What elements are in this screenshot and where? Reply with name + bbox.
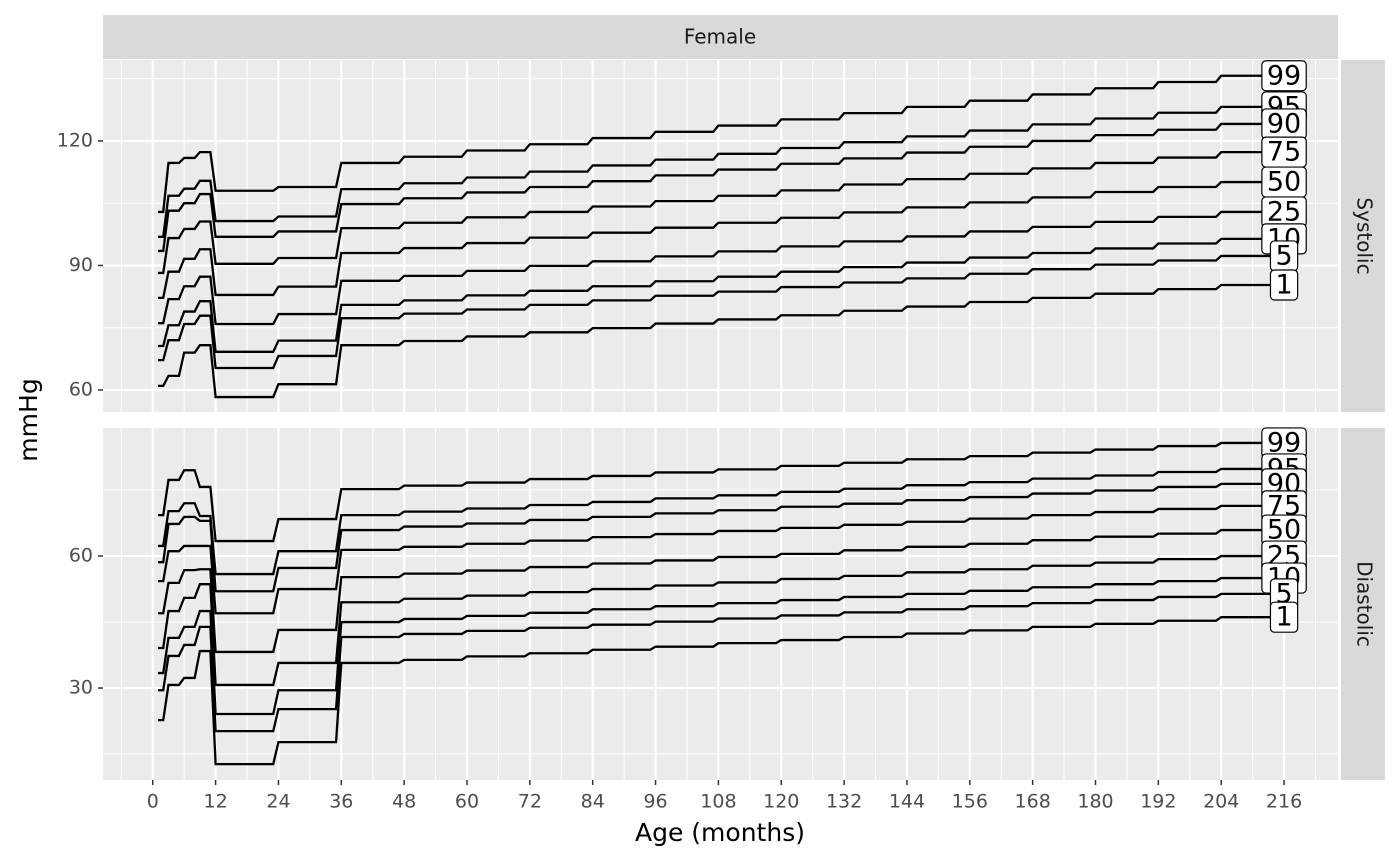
x-tick-label: 204 — [1203, 791, 1239, 813]
panel-background — [103, 60, 1338, 412]
x-axis-title: Age (months) — [635, 818, 805, 847]
x-tick-label: 12 — [204, 791, 228, 813]
x-tick-label: 72 — [518, 791, 542, 813]
x-tick-label: 132 — [826, 791, 862, 813]
series-line — [157, 210, 1285, 326]
series-label: 90 — [1261, 108, 1307, 140]
series-line — [157, 74, 1285, 214]
y-tick-label: 120 — [57, 129, 93, 151]
label-box — [1269, 601, 1299, 633]
x-tick-label: 108 — [700, 791, 736, 813]
series-label-text: 50 — [1267, 167, 1301, 198]
series-line — [157, 237, 1285, 353]
x-tick-label: 84 — [581, 791, 605, 813]
series-line — [157, 482, 1285, 593]
series-label-text: 5 — [1275, 240, 1292, 271]
series-label-text: 50 — [1267, 515, 1301, 546]
series-line — [157, 576, 1285, 716]
label-box — [1261, 60, 1307, 92]
series-label: 50 — [1261, 166, 1307, 198]
series-label: 99 — [1261, 427, 1307, 459]
series-line — [157, 441, 1285, 543]
strip-label: Systolic — [1353, 197, 1377, 274]
x-tick-label: 168 — [1015, 791, 1051, 813]
series-line — [157, 467, 1285, 576]
x-tick-label: 144 — [889, 791, 925, 813]
series-label: 99 — [1261, 60, 1307, 92]
series-label: 1 — [1269, 269, 1299, 301]
x-tick-label: 24 — [266, 791, 290, 813]
series-label-text: 1 — [1275, 269, 1292, 300]
series-line — [157, 151, 1285, 275]
series-line — [157, 254, 1285, 370]
series-label: 25 — [1261, 196, 1307, 228]
strip-title: Female — [684, 25, 756, 49]
strip-right — [1341, 428, 1385, 780]
x-tick-label: 48 — [392, 791, 416, 813]
x-tick-label: 60 — [455, 791, 479, 813]
y-tick-label: 30 — [69, 677, 93, 699]
label-box — [1269, 269, 1299, 301]
series-line — [157, 504, 1285, 615]
strip-right — [1341, 60, 1385, 412]
strip-top — [103, 15, 1338, 59]
x-tick-label: 216 — [1266, 791, 1302, 813]
series-label: 50 — [1261, 514, 1307, 546]
x-tick-label: 156 — [952, 791, 988, 813]
x-tick-label: 0 — [147, 791, 159, 813]
y-tick-label: 90 — [69, 254, 93, 276]
x-tick-label: 192 — [1140, 791, 1176, 813]
series-label-text: 25 — [1267, 196, 1301, 227]
x-tick-label: 36 — [329, 791, 353, 813]
series-line — [157, 592, 1285, 733]
series-line — [157, 180, 1285, 299]
series-label-text: 99 — [1267, 427, 1301, 458]
y-axis-title: mmHg — [14, 378, 43, 461]
series-label: 75 — [1261, 136, 1307, 168]
series-line — [157, 122, 1285, 253]
series-label: 5 — [1269, 240, 1299, 272]
x-tick-label: 180 — [1077, 791, 1113, 813]
series-line — [157, 105, 1285, 238]
series-label-text: 1 — [1275, 602, 1292, 633]
y-tick-label: 60 — [69, 379, 93, 401]
x-tick-label: 120 — [763, 791, 799, 813]
series-label-text: 75 — [1267, 137, 1301, 168]
y-tick-label: 60 — [69, 545, 93, 567]
series-line — [157, 616, 1285, 766]
series-label-text: 99 — [1267, 60, 1301, 91]
x-tick-label: 96 — [643, 791, 667, 813]
series-label: 1 — [1269, 601, 1299, 633]
strip-label: Diastolic — [1353, 561, 1377, 647]
series-line — [157, 283, 1285, 399]
series-line — [157, 554, 1285, 687]
series-label-text: 90 — [1267, 108, 1301, 139]
series-line — [157, 528, 1285, 654]
